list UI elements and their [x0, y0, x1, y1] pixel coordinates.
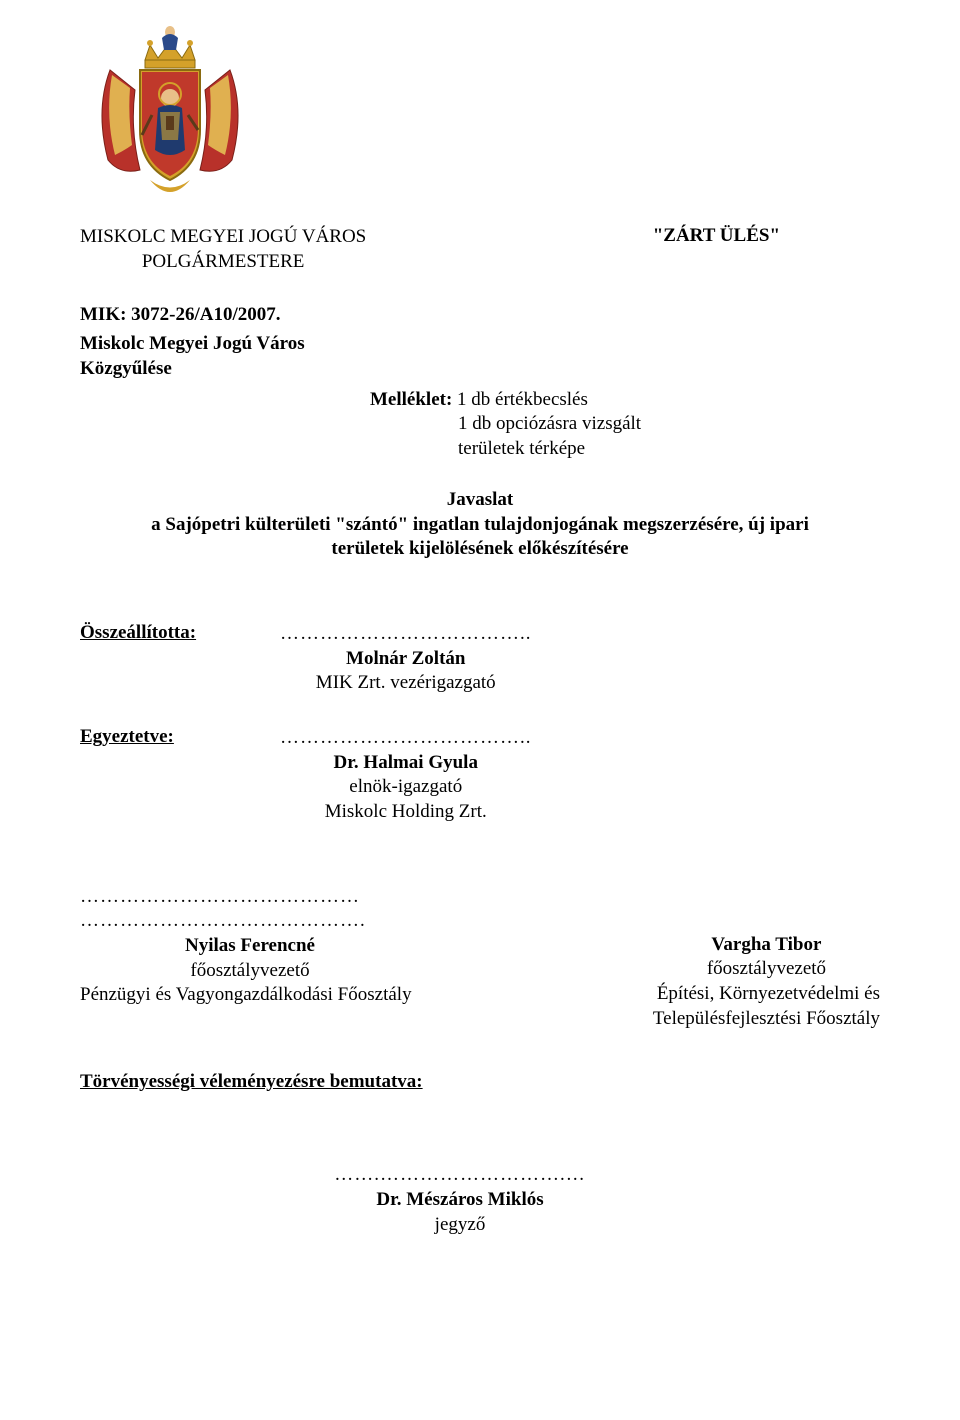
agreed-dots: ………………………………..: [280, 726, 532, 751]
attachment-block: Melléklet: 1 db értékbecslés 1 db opcióz…: [370, 388, 880, 462]
compiled-name: Molnár Zoltán: [280, 647, 532, 672]
attachment-line3: területek térképe: [458, 437, 880, 462]
signature-left: …………………………………… ……………………………………. Nyilas Fe…: [80, 885, 412, 1032]
final-name: Dr. Mészáros Miklós: [300, 1188, 620, 1213]
agreed-title1: elnök-igazgató: [280, 775, 532, 800]
agreed-title2: Miskolc Holding Zrt.: [280, 800, 532, 825]
reference-number: MIK: 3072-26/A10/2007.: [80, 304, 880, 326]
issuer-line1: MISKOLC MEGYEI JOGÚ VÁROS: [80, 225, 366, 250]
compiled-value: ……………………………….. Molnár Zoltán MIK Zrt. ve…: [280, 622, 532, 696]
sig-left-dots1: ……………………………………: [80, 885, 412, 910]
sig-right-dept1: Építési, Környezetvédelmi és: [653, 982, 880, 1007]
sig-left-dept: Pénzügyi és Vagyongazdálkodási Főosztály: [80, 983, 412, 1008]
attachment-line2: 1 db opciózásra vizsgált: [458, 412, 880, 437]
lower-signatures: …………………………………… ……………………………………. Nyilas Fe…: [80, 885, 880, 1032]
document-header: MISKOLC MEGYEI JOGÚ VÁROS POLGÁRMESTERE …: [80, 225, 880, 274]
signature-right: Vargha Tibor főosztályvezető Építési, Kö…: [653, 885, 880, 1032]
recipient-line1: Miskolc Megyei Jogú Város: [80, 332, 880, 357]
proposal-block: Javaslat a Sajópetri külterületi "szántó…: [120, 488, 840, 562]
sig-right-dept2: Településfejlesztési Főosztály: [653, 1007, 880, 1032]
sig-left-name: Nyilas Ferencné: [120, 934, 380, 959]
sig-right-name: Vargha Tibor: [653, 933, 880, 958]
agreed-name: Dr. Halmai Gyula: [280, 751, 532, 776]
reference-block: MIK: 3072-26/A10/2007.: [80, 304, 880, 326]
compiled-row: Összeállította: ……………………………….. Molnár Zo…: [80, 622, 880, 696]
agreed-value: ……………………………….. Dr. Halmai Gyula elnök-ig…: [280, 726, 532, 825]
compiled-dots: ………………………………..: [280, 622, 532, 647]
final-title: jegyző: [300, 1213, 620, 1238]
session-type: "ZÁRT ÜLÉS": [653, 225, 780, 247]
issuer-line2: POLGÁRMESTERE: [80, 250, 366, 275]
recipient-block: Miskolc Megyei Jogú Város Közgyűlése: [80, 332, 880, 381]
proposal-title: Javaslat: [120, 488, 840, 513]
recipient-line2: Közgyűlése: [80, 357, 880, 382]
sig-right-role: főosztályvezető: [653, 957, 880, 982]
agreed-label: Egyeztetve:: [80, 726, 280, 825]
issuer-block: MISKOLC MEGYEI JOGÚ VÁROS POLGÁRMESTERE: [80, 225, 366, 274]
legal-review-line: Törvényességi véleményezésre bemutatva:: [80, 1071, 880, 1093]
sig-left-role: főosztályvezető: [120, 959, 380, 984]
proposal-body: a Sajópetri külterületi "szántó" ingatla…: [120, 513, 840, 562]
final-signature: …….……………………….… Dr. Mészáros Miklós jegyz…: [300, 1163, 620, 1237]
sig-left-dots2: …………………………………….: [80, 909, 412, 934]
compiled-label: Összeállította:: [80, 622, 280, 696]
final-dots: …….……………………….…: [300, 1163, 620, 1188]
attachment-label: Melléklet:: [370, 389, 452, 410]
coat-of-arms: [90, 20, 250, 200]
compiled-title: MIK Zrt. vezérigazgató: [280, 671, 532, 696]
agreed-row: Egyeztetve: ……………………………….. Dr. Halmai Gy…: [80, 726, 880, 825]
attachment-line1: 1 db értékbecslés: [457, 389, 588, 410]
